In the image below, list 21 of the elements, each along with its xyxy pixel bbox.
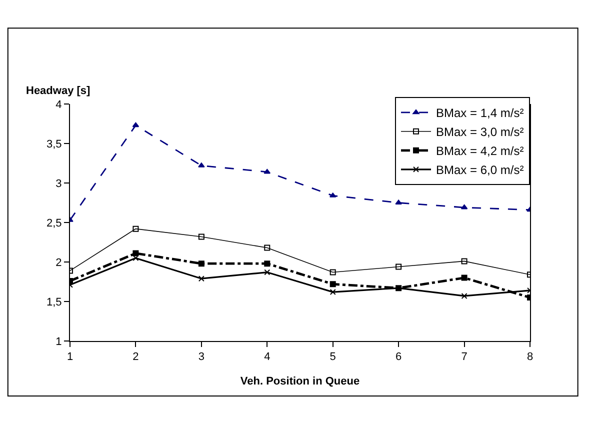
legend-label: BMax = 3,0 m/s² [436, 125, 524, 140]
y-axis-title: Headway [s] [26, 85, 91, 97]
y-tick-label: 3,5 [46, 138, 62, 150]
y-tick-label: 1 [56, 336, 62, 348]
y-tick-label: 4 [56, 98, 62, 111]
y-tick-label: 2 [56, 256, 62, 269]
x-tick-label: 1 [66, 351, 74, 364]
x-tick-label: 5 [330, 351, 336, 364]
x-tick-label: 7 [461, 351, 468, 364]
x-tick-label: 6 [396, 351, 402, 364]
x-axis-title: Veh. Position in Queue [240, 375, 360, 388]
legend-label: BMax = 1,4 m/s² [436, 106, 524, 120]
legend-label: BMax = 4,2 m/s² [436, 144, 524, 158]
x-tick-label: 8 [526, 351, 534, 364]
legend-label: BMax = 6,0 m/s² [436, 163, 524, 178]
y-tick-label: 3 [56, 178, 62, 190]
x-tick-label: 4 [264, 351, 270, 364]
x-tick-label: 3 [198, 351, 204, 364]
y-tick-label: 2,5 [46, 217, 62, 230]
x-tick-label: 2 [132, 351, 139, 364]
y-tick-label: 1,5 [46, 296, 62, 308]
